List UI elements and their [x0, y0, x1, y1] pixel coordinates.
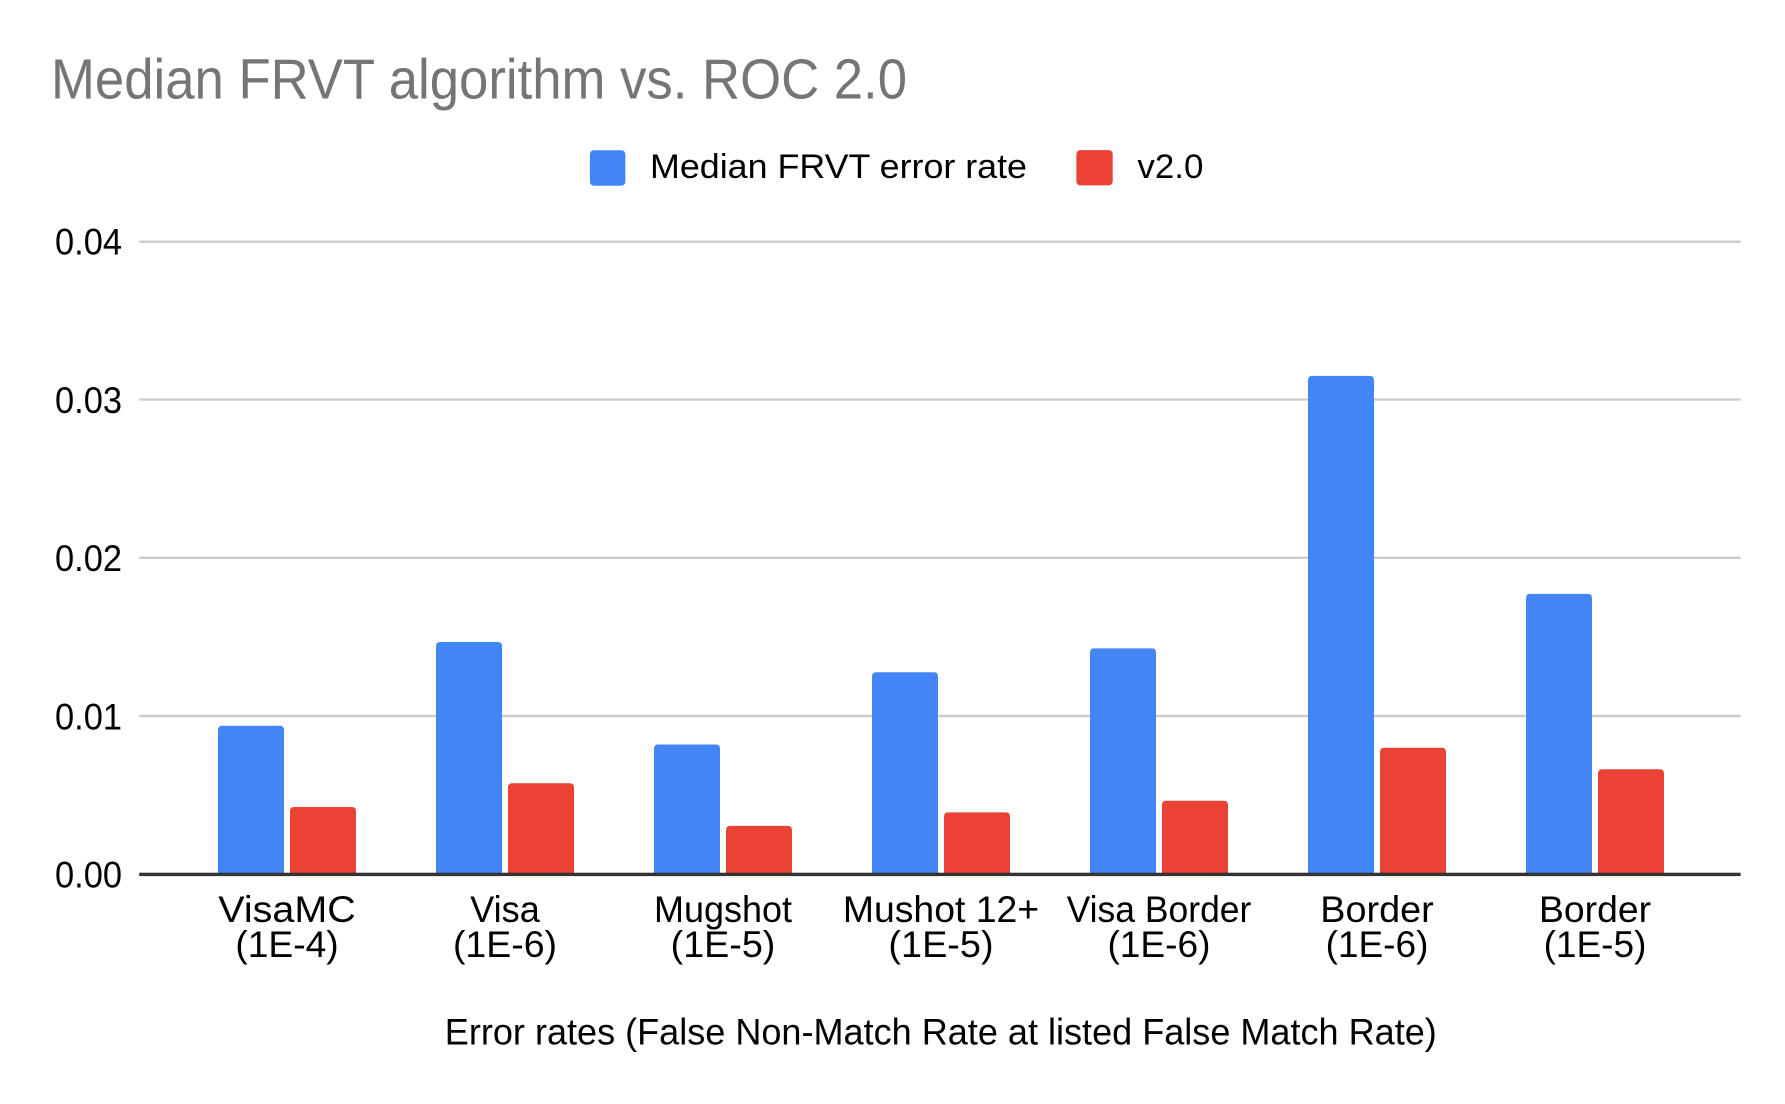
svg-text:(1E-5): (1E-5)	[888, 923, 993, 965]
svg-text:(1E-5): (1E-5)	[1544, 923, 1647, 965]
svg-text:Mushot 12+: Mushot 12+	[843, 888, 1039, 930]
svg-text:0.02: 0.02	[55, 537, 122, 579]
svg-text:Visa: Visa	[470, 888, 540, 930]
svg-text:(1E-6): (1E-6)	[1107, 923, 1210, 965]
svg-text:Median FRVT algorithm vs. ROC: Median FRVT algorithm vs. ROC 2.0	[51, 47, 907, 111]
svg-text:0.01: 0.01	[55, 695, 122, 737]
svg-text:(1E-6): (1E-6)	[453, 923, 557, 965]
svg-text:0.03: 0.03	[55, 379, 122, 421]
svg-text:(1E-6): (1E-6)	[1326, 923, 1429, 965]
svg-text:0.00: 0.00	[55, 854, 122, 896]
svg-text:Mugshot: Mugshot	[654, 888, 792, 930]
svg-text:Visa Border: Visa Border	[1067, 888, 1252, 930]
svg-text:0.04: 0.04	[55, 221, 122, 263]
svg-text:Border: Border	[1320, 888, 1433, 930]
svg-text:Error rates (False Non-Match R: Error rates (False Non-Match Rate at lis…	[445, 1011, 1437, 1053]
svg-text:(1E-4): (1E-4)	[235, 923, 338, 965]
svg-text:Border: Border	[1539, 888, 1651, 930]
svg-text:v2.0: v2.0	[1137, 148, 1203, 186]
svg-text:VisaMC: VisaMC	[218, 888, 355, 930]
svg-text:(1E-5): (1E-5)	[671, 923, 776, 965]
svg-text:Median FRVT error rate: Median FRVT error rate	[650, 148, 1027, 186]
